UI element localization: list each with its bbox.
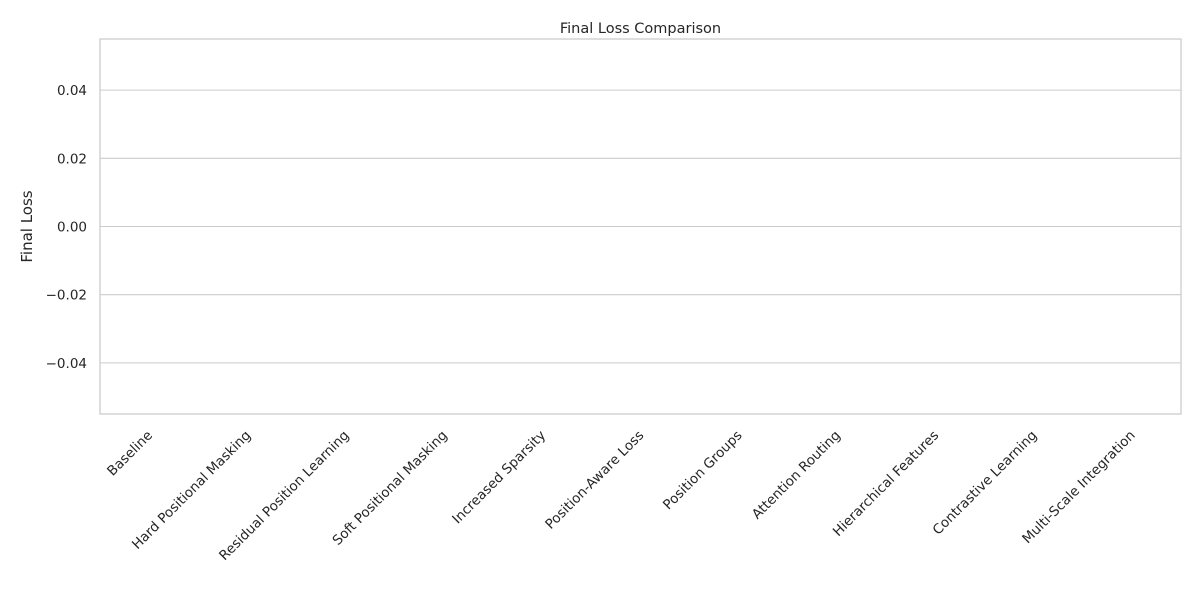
y-tick-labels: −0.04 −0.02 0.00 0.02 0.04 bbox=[46, 83, 87, 372]
x-tick-label: Position-Aware Loss bbox=[542, 428, 647, 533]
plot-frame bbox=[99, 38, 1182, 415]
x-tick-label: Contrastive Learning bbox=[930, 428, 1041, 539]
x-tick-label: Soft Positional Masking bbox=[330, 428, 451, 549]
x-tick-label: Position Groups bbox=[660, 428, 746, 514]
y-tick-label: −0.02 bbox=[46, 288, 87, 304]
y-tick-label: 0.00 bbox=[57, 220, 87, 236]
y-axis-label: Final Loss bbox=[18, 190, 36, 262]
x-tick-label: Baseline bbox=[104, 428, 156, 480]
x-tick-label: Attention Routing bbox=[749, 428, 844, 523]
gridlines bbox=[100, 89, 1181, 364]
x-tick-label: Increased Sparsity bbox=[449, 428, 549, 528]
y-tick-label: −0.04 bbox=[46, 356, 87, 372]
y-tick-label: 0.04 bbox=[57, 83, 87, 99]
y-tick-label: 0.02 bbox=[57, 151, 87, 167]
x-tick-label: Hierarchical Features bbox=[830, 428, 942, 540]
x-tick-label: Multi-Scale Integration bbox=[1019, 428, 1138, 547]
chart-title: Final Loss Comparison bbox=[560, 21, 721, 37]
